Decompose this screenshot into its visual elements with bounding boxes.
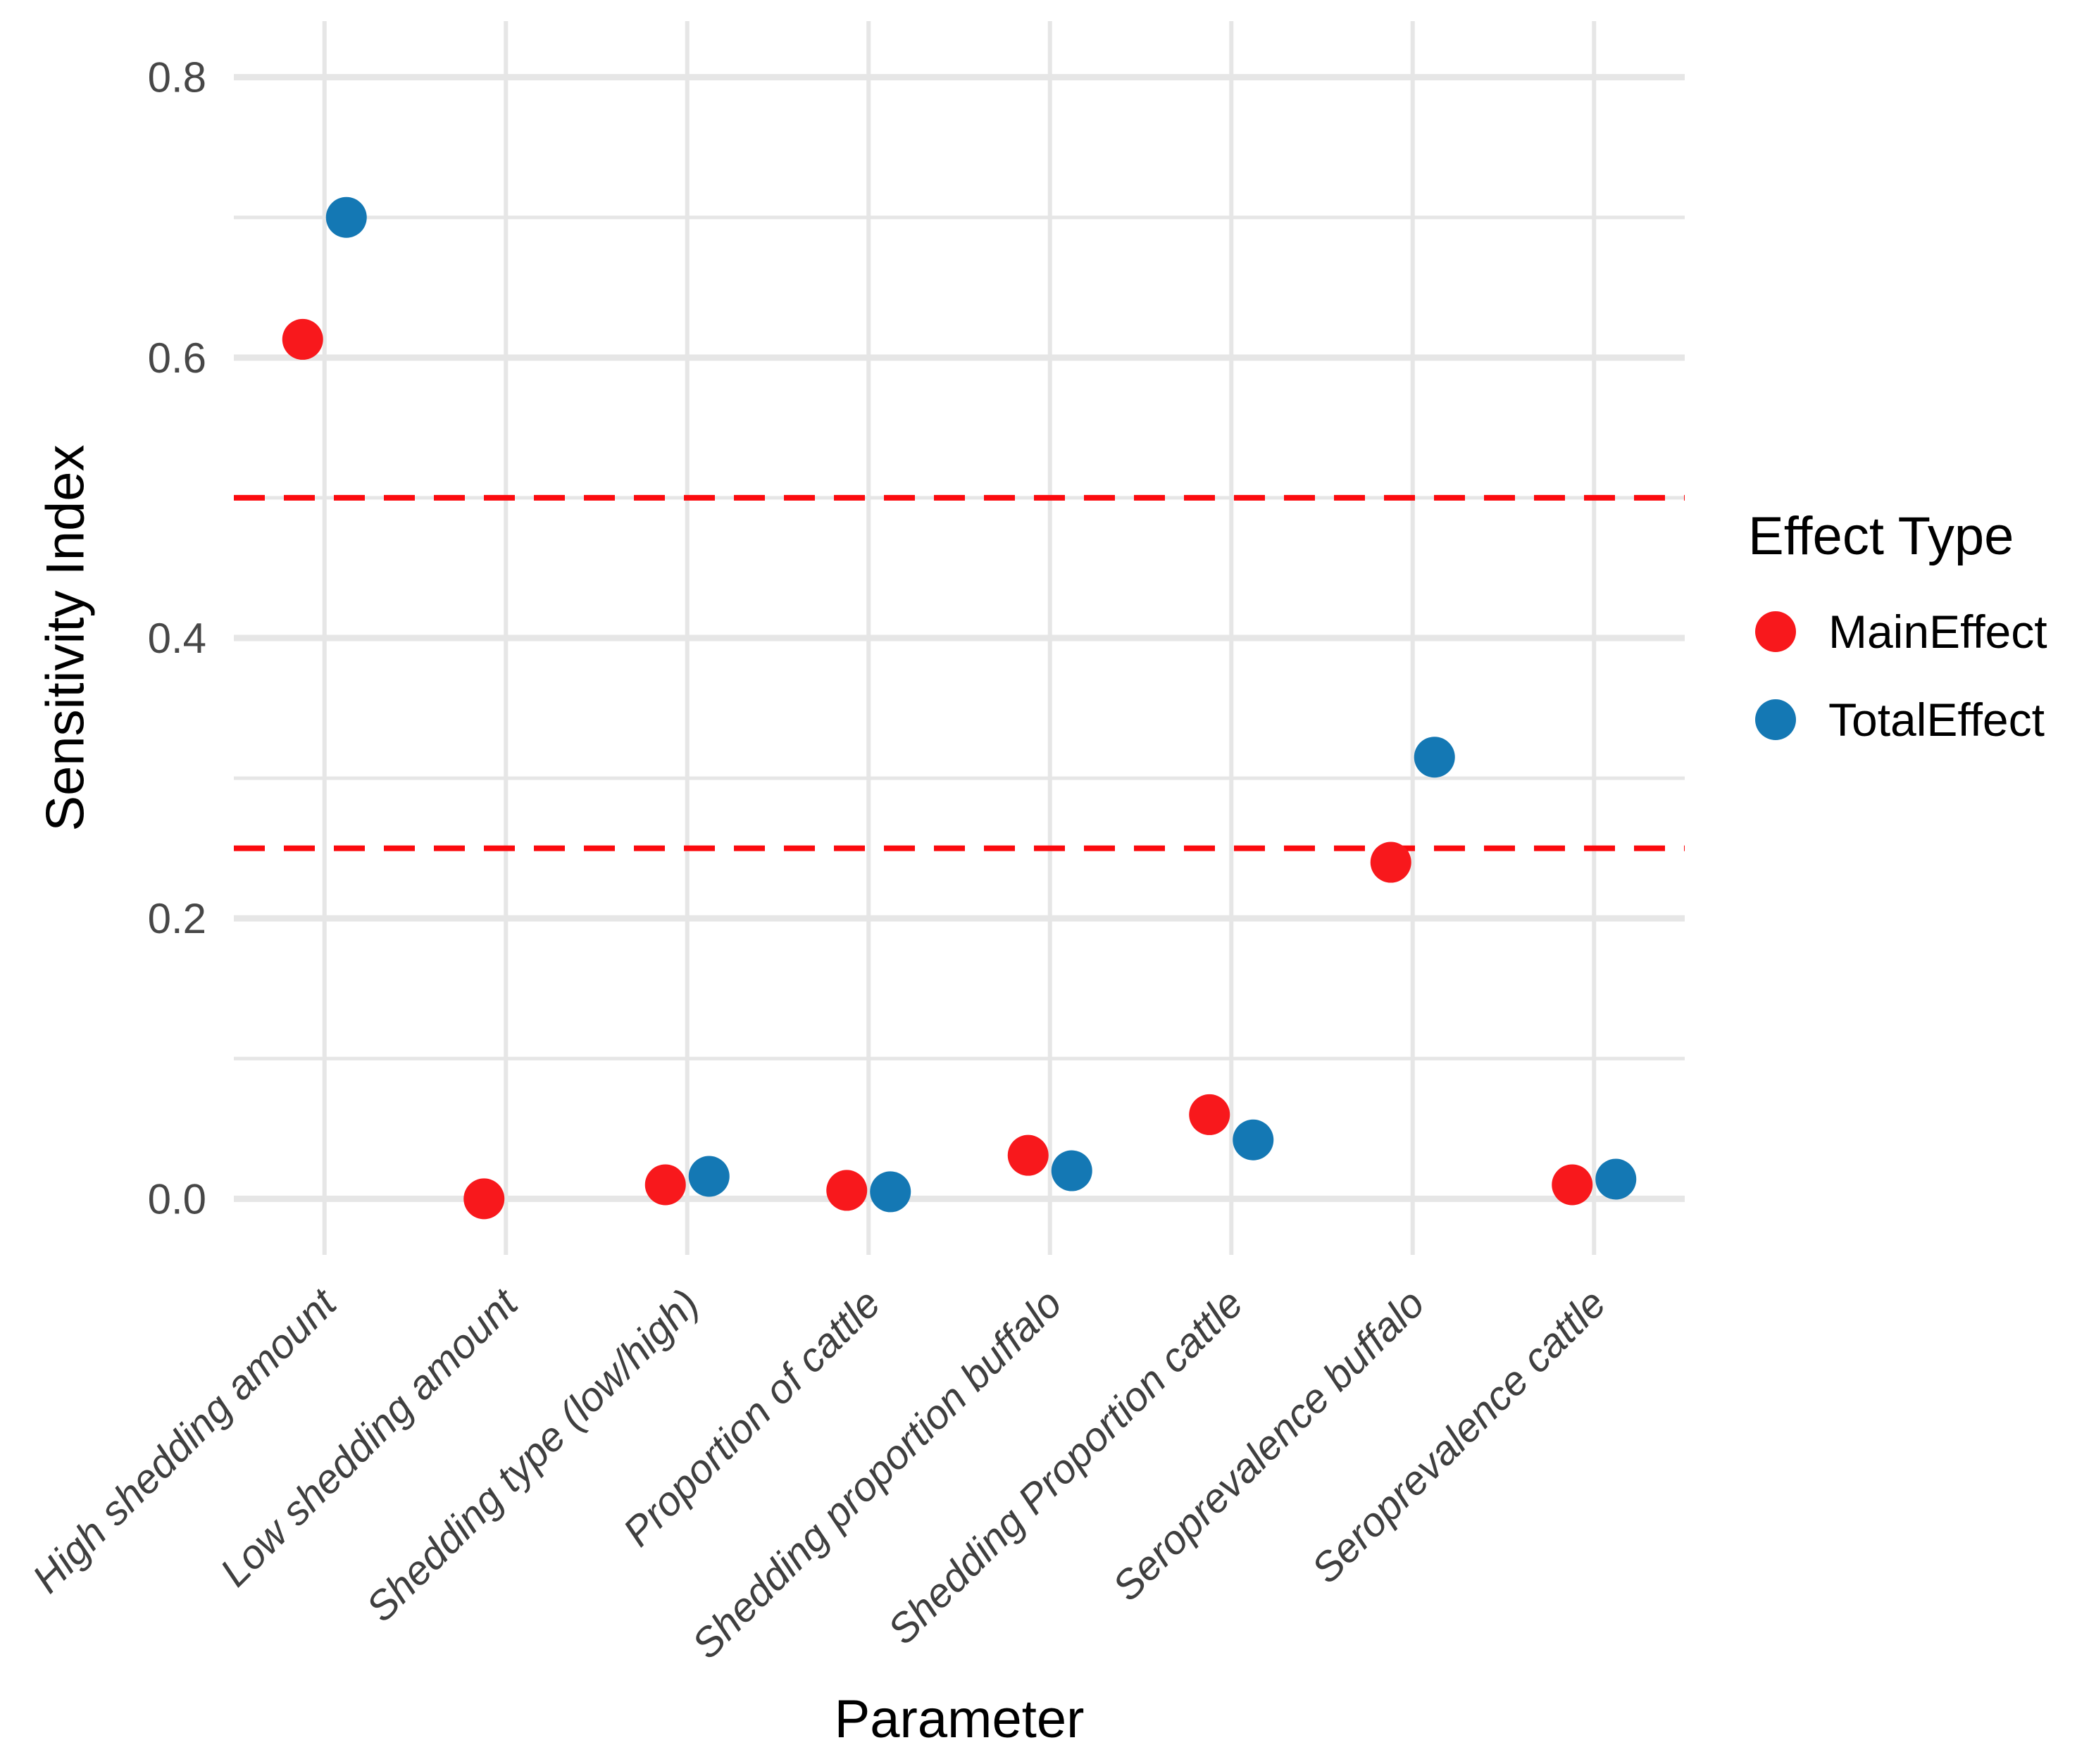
point-maineffect-4 — [826, 1170, 868, 1211]
legend-item-maineffect: MainEffect — [1755, 606, 2047, 658]
y-tick-label: 0.4 — [148, 615, 206, 662]
point-totaleffect-3 — [688, 1156, 730, 1197]
legend-item-totaleffect: TotalEffect — [1755, 694, 2045, 746]
legend-label-totaleffect: TotalEffect — [1828, 694, 2045, 746]
x-category-label: Shedding proportion buffalo — [683, 1280, 1071, 1668]
point-totaleffect-6 — [1233, 1119, 1274, 1161]
point-maineffect-2 — [463, 1178, 505, 1220]
point-maineffect-1 — [282, 318, 323, 360]
x-category-label: Seroprevalence cattle — [1303, 1280, 1615, 1592]
x-category-label: High shedding amount — [24, 1279, 347, 1601]
y-axis-title: Sensitivity Index — [35, 444, 96, 832]
point-totaleffect-4 — [870, 1171, 911, 1213]
point-maineffect-5 — [1007, 1134, 1049, 1176]
point-totaleffect-1 — [325, 196, 367, 238]
point-maineffect-6 — [1189, 1094, 1230, 1135]
point-maineffect-3 — [644, 1164, 686, 1206]
legend: Effect Type MainEffect TotalEffect — [1748, 506, 2086, 746]
maineffect-key-icon — [1755, 611, 1796, 652]
point-totaleffect-8 — [1595, 1158, 1637, 1200]
point-maineffect-7 — [1370, 842, 1411, 883]
x-category-label: Shedding Proportion cattle — [879, 1280, 1252, 1653]
y-tick-label: 0.2 — [148, 895, 206, 942]
y-tick-label: 0.0 — [148, 1175, 206, 1222]
point-totaleffect-7 — [1414, 737, 1455, 778]
point-maineffect-8 — [1552, 1164, 1593, 1206]
x-axis-title: Parameter — [834, 1689, 1085, 1749]
point-totaleffect-5 — [1051, 1150, 1092, 1191]
legend-label-maineffect: MainEffect — [1828, 606, 2047, 658]
y-tick-label: 0.8 — [148, 54, 206, 101]
legend-title: Effect Type — [1748, 506, 2014, 566]
totaleffect-key-icon — [1755, 699, 1796, 740]
y-tick-label: 0.6 — [148, 334, 206, 382]
x-category-label: Seroprevalence buffalo — [1104, 1280, 1433, 1610]
x-category-label: Shedding type (low/high) — [358, 1280, 708, 1630]
x-category-label: Low shedding amount — [211, 1279, 528, 1595]
